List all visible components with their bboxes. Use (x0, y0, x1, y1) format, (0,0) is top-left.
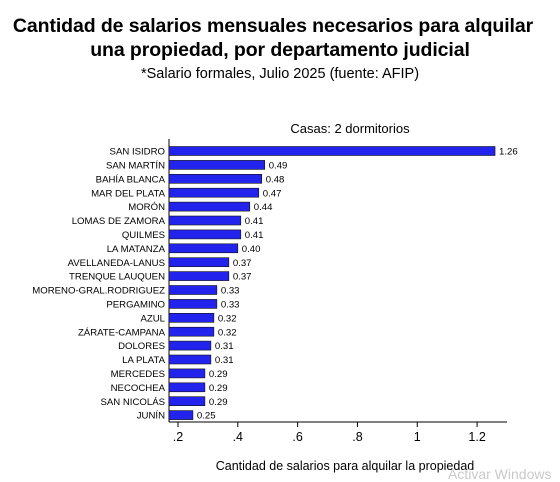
x-axis-label: Cantidad de salarios para alquilar la pr… (215, 459, 475, 473)
value-label-0: 1.26 (499, 147, 518, 158)
category-label-5: LOMAS DE ZAMORA (72, 216, 166, 227)
category-label-17: NECOCHEA (111, 383, 166, 394)
category-label-12: AZUL (140, 313, 165, 324)
x-tick-label-5: 1.2 (468, 430, 485, 444)
category-label-3: MAR DEL PLATA (91, 188, 166, 199)
bar-16 (168, 368, 206, 379)
bar-1 (168, 160, 266, 170)
category-label-8: AVELLANEDA-LANUS (68, 258, 165, 269)
category-label-19: JUNÍN (137, 411, 165, 422)
category-label-15: LA PLATA (122, 355, 165, 366)
x-tick-label-1: .4 (233, 430, 243, 444)
bar-7 (168, 243, 239, 254)
bar-14 (168, 340, 212, 351)
category-label-0: SAN ISIDRO (110, 147, 165, 158)
chart-title-line-2: una propiedad, por departamento judicial (90, 39, 470, 61)
category-label-16: MERCEDES (111, 369, 165, 380)
value-label-19: 0.25 (197, 411, 216, 422)
value-label-10: 0.33 (221, 286, 240, 297)
value-label-17: 0.29 (209, 383, 228, 394)
value-label-5: 0.41 (245, 216, 264, 227)
category-label-6: QUILMES (122, 230, 165, 241)
category-label-9: TRENQUE LAUQUEN (69, 272, 165, 283)
bar-2 (168, 174, 263, 184)
category-label-18: SAN NICOLÁS (100, 397, 165, 408)
value-label-13: 0.32 (218, 327, 237, 338)
value-label-2: 0.48 (266, 174, 285, 185)
category-label-10: MORENO-GRAL.RODRIGUEZ (32, 286, 165, 297)
value-label-7: 0.40 (242, 244, 261, 255)
value-label-12: 0.32 (218, 313, 237, 324)
bar-10 (168, 285, 218, 295)
bar-13 (168, 326, 215, 337)
bar-6 (168, 229, 242, 240)
value-label-3: 0.47 (263, 188, 282, 199)
value-label-14: 0.31 (215, 341, 234, 352)
category-label-11: PERGAMINO (106, 300, 165, 311)
x-tick-label-3: .8 (352, 430, 362, 444)
x-tick-label-2: .6 (292, 430, 302, 444)
bar-4 (168, 201, 251, 212)
category-label-4: MORÓN (128, 202, 165, 213)
category-label-7: LA MATANZA (107, 244, 166, 255)
bar-5 (168, 215, 242, 226)
category-label-1: SAN MARTÍN (106, 161, 165, 172)
category-label-13: ZÁRATE-CAMPANA (78, 327, 166, 338)
value-label-4: 0.44 (254, 202, 273, 213)
bar-11 (168, 299, 218, 309)
bar-0 (168, 146, 496, 156)
watermark-text: Activar Windows (448, 466, 552, 482)
category-label-2: BAHÍA BLANCA (96, 174, 166, 185)
value-label-18: 0.29 (209, 397, 228, 408)
value-label-8: 0.37 (233, 258, 252, 269)
bar-17 (168, 382, 206, 393)
panel-title: Casas: 2 dormitorios (290, 121, 410, 136)
bar-8 (168, 257, 230, 268)
bar-18 (168, 396, 206, 407)
bar-3 (168, 187, 260, 198)
bar-12 (168, 312, 215, 323)
value-label-15: 0.31 (215, 355, 234, 366)
chart-subtitle: *Salario formales, Julio 2025 (fuente: A… (140, 66, 420, 82)
value-label-6: 0.41 (245, 230, 264, 241)
chart-title: Cantidad de salarios mensuales necesario… (0, 14, 560, 62)
chart-title-line-1: Cantidad de salarios mensuales necesario… (12, 15, 534, 37)
value-label-9: 0.37 (233, 272, 252, 283)
value-label-16: 0.29 (209, 369, 228, 380)
x-tick-label-0: .2 (173, 430, 183, 444)
category-label-14: DOLORES (118, 341, 165, 352)
x-tick-label-4: 1 (414, 430, 421, 444)
value-label-1: 0.49 (269, 161, 288, 172)
value-label-11: 0.33 (221, 300, 240, 311)
bar-19 (168, 410, 194, 420)
bar-9 (168, 271, 230, 281)
bar-15 (168, 354, 212, 365)
